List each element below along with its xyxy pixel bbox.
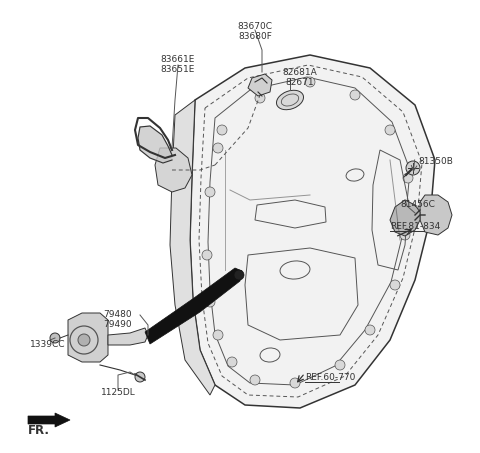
Circle shape [205,187,215,197]
Circle shape [290,378,300,388]
Polygon shape [138,126,172,163]
Circle shape [305,77,315,87]
Polygon shape [155,148,192,192]
Polygon shape [248,74,272,96]
Circle shape [385,125,395,135]
Circle shape [202,250,212,260]
Polygon shape [68,313,108,362]
Circle shape [78,334,90,346]
Circle shape [135,372,145,382]
Text: 81350B: 81350B [418,157,453,166]
Text: 1339CC: 1339CC [30,340,65,349]
Text: REF.81-834: REF.81-834 [390,222,440,231]
Circle shape [227,357,237,367]
Polygon shape [190,55,435,408]
Text: 82681A
82671: 82681A 82671 [283,68,317,87]
Circle shape [217,125,227,135]
Text: 83661E
83651E: 83661E 83651E [161,55,195,74]
Circle shape [403,173,413,183]
Polygon shape [170,100,215,395]
Text: 81456C: 81456C [400,200,435,209]
Circle shape [50,333,60,343]
Polygon shape [420,195,452,235]
Circle shape [205,297,215,307]
Circle shape [350,90,360,100]
Circle shape [213,143,223,153]
Polygon shape [145,268,242,344]
Polygon shape [28,413,70,427]
Circle shape [406,161,420,175]
Circle shape [234,270,244,280]
Text: 79480
79490: 79480 79490 [104,310,132,329]
Circle shape [213,330,223,340]
Text: FR.: FR. [28,424,50,437]
Text: 83670C
83680F: 83670C 83680F [238,22,273,41]
Ellipse shape [276,90,303,110]
Circle shape [335,360,345,370]
Polygon shape [390,200,420,236]
Circle shape [255,93,265,103]
Circle shape [400,230,410,240]
Polygon shape [108,328,148,345]
Circle shape [250,375,260,385]
Circle shape [365,325,375,335]
Text: 1125DL: 1125DL [101,388,135,397]
Text: REF.60-770: REF.60-770 [305,373,355,382]
Circle shape [390,280,400,290]
